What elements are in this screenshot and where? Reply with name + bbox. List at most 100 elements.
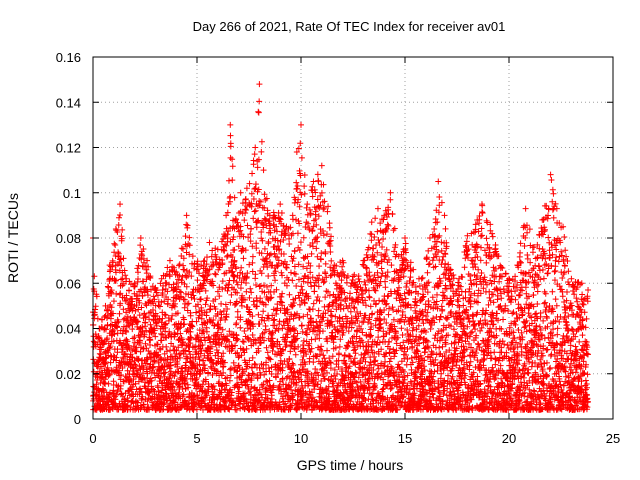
data-point <box>138 304 145 311</box>
data-point <box>183 221 190 228</box>
data-point <box>210 282 217 289</box>
data-point <box>220 369 227 376</box>
data-point <box>300 234 307 241</box>
data-point <box>429 257 436 264</box>
data-point <box>91 273 98 280</box>
data-point <box>117 300 124 307</box>
data-point <box>243 288 250 295</box>
data-point <box>297 140 304 147</box>
data-point <box>186 269 193 276</box>
data-point <box>106 276 113 283</box>
data-point <box>311 282 318 289</box>
data-point <box>274 237 281 244</box>
data-point <box>218 372 225 379</box>
data-point <box>197 350 204 357</box>
data-point <box>110 298 117 305</box>
data-point <box>256 320 263 327</box>
data-point <box>189 375 196 382</box>
data-point <box>432 215 439 222</box>
data-point <box>389 304 396 311</box>
data-point <box>179 365 186 372</box>
data-point <box>139 328 146 335</box>
data-point <box>227 299 234 306</box>
data-point <box>256 98 263 105</box>
data-point <box>258 148 265 155</box>
data-point <box>261 337 268 344</box>
data-point <box>287 269 294 276</box>
data-point <box>180 245 187 252</box>
data-point <box>166 365 173 372</box>
data-point <box>221 386 228 393</box>
data-point <box>186 251 193 258</box>
data-point <box>206 266 213 273</box>
data-point <box>239 245 246 252</box>
data-point <box>250 215 257 222</box>
data-point <box>189 289 196 296</box>
data-point <box>114 388 121 395</box>
data-point <box>307 306 314 313</box>
data-point <box>242 209 249 216</box>
data-point <box>218 300 225 307</box>
data-point <box>134 265 141 272</box>
data-point <box>150 306 157 313</box>
data-point <box>172 369 179 376</box>
data-point <box>132 380 139 387</box>
data-point <box>243 203 250 210</box>
data-point <box>103 306 110 313</box>
data-point <box>416 283 423 290</box>
data-point <box>203 309 210 316</box>
data-point <box>223 337 230 344</box>
data-point <box>412 299 419 306</box>
data-point <box>372 215 379 222</box>
data-point <box>283 264 290 271</box>
data-point <box>212 305 219 312</box>
data-point <box>387 196 394 203</box>
data-point <box>201 334 208 341</box>
data-point <box>162 320 169 327</box>
data-point <box>193 318 200 325</box>
data-point <box>386 339 393 346</box>
data-point <box>224 252 231 259</box>
data-point <box>265 273 272 280</box>
data-point <box>206 306 213 313</box>
data-point <box>129 347 136 354</box>
data-point <box>126 287 133 294</box>
data-point <box>235 228 242 235</box>
data-point <box>249 259 256 266</box>
data-point <box>202 376 209 383</box>
data-point <box>324 347 331 354</box>
data-point <box>134 367 141 374</box>
data-point <box>176 288 183 295</box>
data-point <box>197 295 204 302</box>
data-point <box>301 183 308 190</box>
data-point <box>366 293 373 300</box>
data-point <box>263 344 270 351</box>
data-point <box>136 299 143 306</box>
data-point <box>238 302 245 309</box>
data-point <box>159 289 166 296</box>
data-point <box>219 278 226 285</box>
data-point <box>221 247 228 254</box>
data-point <box>212 271 219 278</box>
data-point <box>133 348 140 355</box>
data-point <box>127 385 134 392</box>
data-point <box>278 350 285 357</box>
data-point <box>209 278 216 285</box>
data-point <box>111 330 118 337</box>
data-point <box>201 387 208 394</box>
data-point <box>119 393 126 400</box>
data-point <box>275 257 282 264</box>
data-point <box>429 350 436 357</box>
data-point <box>170 264 177 271</box>
data-point <box>245 234 252 241</box>
data-point <box>140 401 147 408</box>
data-point <box>254 164 261 171</box>
data-point <box>313 318 320 325</box>
data-point <box>275 349 282 356</box>
data-point <box>107 267 114 274</box>
data-point <box>257 295 264 302</box>
data-point <box>95 333 102 340</box>
data-point <box>369 253 376 260</box>
data-point <box>231 257 238 264</box>
data-point <box>375 334 382 341</box>
